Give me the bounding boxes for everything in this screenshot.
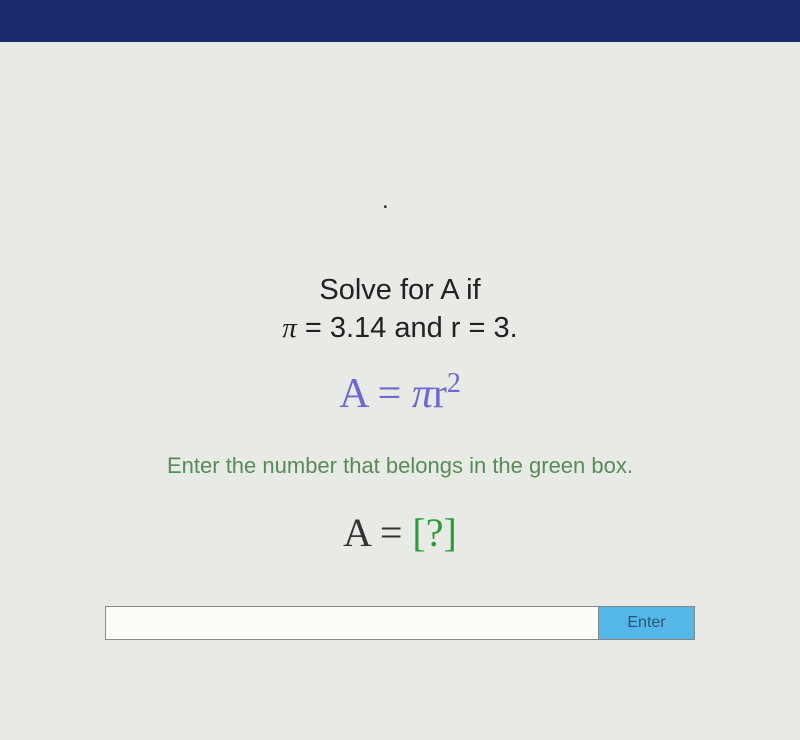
formula-variable-A: A (339, 371, 367, 417)
answer-line: A = [?] (105, 509, 695, 556)
answer-input[interactable] (105, 606, 599, 640)
enter-button[interactable]: Enter (599, 606, 695, 640)
prompt-line-2: π = 3.14 and r = 3. (105, 310, 695, 348)
input-row: Enter (105, 606, 695, 640)
formula-line: A = πr2 (105, 368, 695, 418)
prompt-line-1: Solve for A if (105, 272, 695, 310)
content-area: . Solve for A if π = 3.14 and r = 3. A =… (0, 42, 800, 740)
decorative-dot: . (382, 187, 389, 215)
answer-placeholder-box: [?] (412, 510, 456, 555)
formula-exponent: 2 (447, 368, 461, 399)
formula-pi: π (412, 371, 433, 417)
question-block: Solve for A if π = 3.14 and r = 3. A = π… (105, 272, 695, 639)
answer-prefix: A = (343, 510, 412, 555)
top-header-bar (0, 0, 800, 42)
instruction-text: Enter the number that belongs in the gre… (105, 453, 695, 479)
formula-equals: = (367, 371, 412, 417)
formula-r: r (433, 371, 447, 417)
prompt-line-2-rest: = 3.14 and r = 3. (297, 312, 518, 344)
pi-symbol: π (282, 312, 297, 344)
